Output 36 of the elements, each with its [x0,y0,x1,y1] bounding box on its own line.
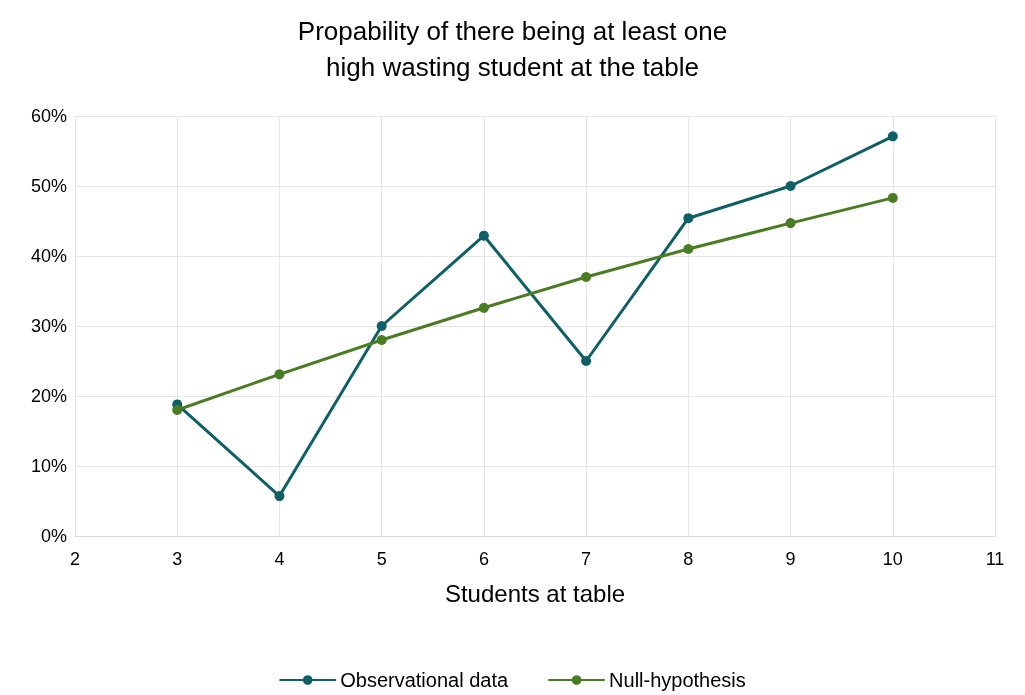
x-tick-label: 8 [683,549,694,569]
x-tick-label: 9 [785,549,796,569]
y-tick-label: 60% [30,106,67,126]
x-tick-label: 10 [882,549,903,569]
point [581,272,592,282]
x-tick-label: 11 [985,549,1005,569]
x-tick-label: 3 [172,549,183,569]
point [683,244,694,254]
y-tick-label: 40% [30,246,67,266]
y-tick-label: 30% [30,316,67,336]
y-tick-label: 50% [30,176,67,196]
y-tick-label: 20% [30,386,67,406]
legend-label: Null-hypothesis [609,669,746,691]
point [887,192,898,203]
y-tick-label: 10% [30,456,67,476]
x-tick-label: 6 [478,549,489,569]
x-tick-label: 2 [69,549,81,569]
point [274,369,285,380]
x-tick-label: 7 [581,549,592,569]
point [683,213,694,224]
x-axis-title: Students at table [444,579,626,607]
chart-title: Propability of there being at least one high wasting student at the table [297,16,728,82]
legend-label: Observational data [340,669,509,691]
point [376,321,387,331]
y-tick-label: 0% [40,526,67,546]
point [376,335,387,345]
point [785,218,796,229]
point [887,131,898,142]
point [581,356,592,366]
x-tick-label: 4 [274,549,285,569]
point [478,302,489,313]
point [785,181,796,191]
point [172,405,183,415]
x-tick-label: 5 [376,549,387,569]
point [274,491,285,502]
point [478,230,489,241]
